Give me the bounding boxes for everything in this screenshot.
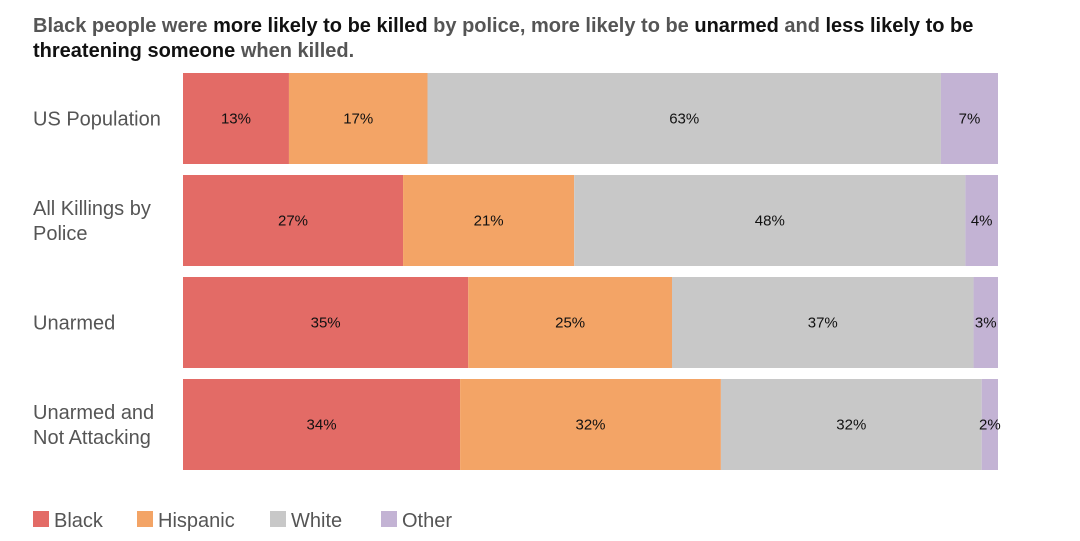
bar-value-label: 21% [474,213,504,230]
legend-swatch [270,511,286,527]
row-label: Not Attacking [33,427,151,449]
legend-label: White [291,510,342,532]
bar-segment-hispanic [468,277,672,368]
bar-segment-hispanic [403,175,575,266]
legend-label: Hispanic [158,510,235,532]
bar-segment-white [427,73,941,164]
bar-value-labels: 13% 17% 63% 7% 27% 21% 48% 4% 35% 25% 37% 3% 34% 32% 3… [221,111,1001,434]
legend: Black Hispanic White Other [33,510,452,532]
bar-segment-black [183,277,469,368]
bar-segment-white [574,175,966,266]
bar-segment-black [183,175,404,266]
bar-value-label: 7% [959,111,981,128]
bar-value-label: 2% [979,417,1001,434]
legend-swatch [381,511,397,527]
bar-value-label: 32% [575,417,605,434]
bar-value-label: 4% [971,213,993,230]
bar-value-label: 27% [278,213,308,230]
bar-segment-white [720,379,982,470]
row-label: Police [33,223,87,245]
legend-swatch [137,511,153,527]
chart-title: Black people were more likely to be kill… [33,14,1053,64]
bar-segment-white [672,277,974,368]
legend-label: Black [54,510,104,532]
chart-title-part: more likely to be killed [213,15,428,37]
legend-swatch [33,511,49,527]
row-label: All Killings by [33,198,151,220]
chart-title-part: when killed. [235,40,355,62]
bar-segment-black [183,73,289,164]
bar-value-label: 35% [311,315,341,332]
bars [183,73,998,470]
chart-title-part: Black people were [33,15,214,37]
bar-segment-other [973,277,998,368]
row-label: Unarmed and [33,402,154,424]
bar-segment-other [940,73,998,164]
bar-value-label: 63% [669,111,699,128]
bar-segment-black [183,379,461,470]
bar-value-label: 13% [221,111,251,128]
bar-value-label: 37% [808,315,838,332]
bar-value-label: 3% [975,315,997,332]
bar-segment-hispanic [288,73,428,164]
bar-value-label: 25% [555,315,585,332]
row-label: US Population [33,109,161,131]
bar-value-label: 17% [343,111,373,128]
bar-value-label: 34% [307,417,337,434]
legend-label: Other [402,510,452,532]
chart-title-part: unarmed [694,15,779,37]
bar-value-label: 32% [836,417,866,434]
bar-value-label: 48% [755,213,785,230]
chart-title-part: and [778,15,826,37]
bar-segment-other [965,175,998,266]
row-labels: US Population All Killings by Police Unarme… [33,109,161,450]
row-label: Unarmed [33,313,115,335]
bar-segment-other [981,379,998,470]
chart-title-part: less likely to be threatening someone [33,15,974,62]
chart-title-part: by police, more likely to be [427,15,695,37]
bar-segment-hispanic [460,379,721,470]
